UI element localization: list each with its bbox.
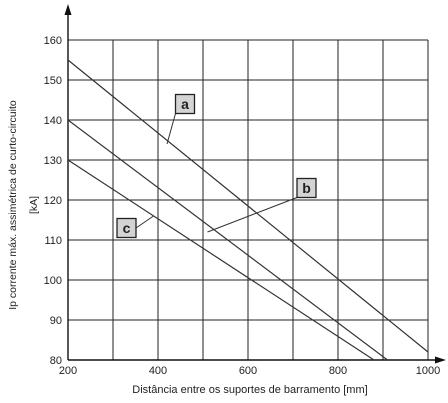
callout-leader-a	[166, 113, 176, 145]
axes	[64, 4, 446, 364]
x-tick-label: 1000	[416, 365, 440, 377]
y-tick-label: 140	[44, 115, 62, 127]
series-line-b	[67, 119, 388, 361]
callouts: a b c	[116, 93, 317, 239]
x-tick-label: 200	[59, 365, 77, 377]
y-tick-label: 90	[50, 315, 62, 327]
tick-labels: 200 400 600 800 1000 80 90 100 110 120 130 140 150 16…	[44, 35, 441, 377]
y-tick-label: 160	[44, 35, 62, 47]
callout-label-a: a	[181, 96, 189, 112]
y-tick-label: 100	[44, 275, 62, 287]
x-tick-label: 400	[149, 365, 167, 377]
y-tick-label: 150	[44, 75, 62, 87]
callout-box-b	[296, 177, 317, 199]
callout-box-c	[116, 217, 137, 239]
series-line-a	[67, 59, 429, 353]
callout-label-b: b	[302, 180, 311, 196]
y-axis-arrow	[64, 4, 72, 15]
x-axis-arrow	[435, 356, 446, 364]
callout-label-c: c	[123, 220, 131, 236]
y-tick-label: 110	[44, 235, 62, 247]
callout-box-a	[174, 93, 196, 115]
y-axis-label: Ip corrente máx. assimétrica de curto-ci…	[7, 100, 19, 310]
x-tick-label: 800	[329, 365, 347, 377]
series	[67, 59, 429, 361]
callout-leader-b	[207, 197, 298, 233]
y-tick-label: 80	[50, 355, 62, 367]
y-tick-label: 130	[44, 155, 62, 167]
series-line-c	[67, 159, 375, 361]
y-tick-label: 120	[44, 195, 62, 207]
y-axis-unit-label: [kA]	[28, 196, 40, 214]
callout-leader-c	[135, 215, 154, 229]
x-tick-label: 600	[239, 365, 257, 377]
grid	[68, 39, 429, 360]
x-axis-label: Distância entre os suportes de barrament…	[132, 384, 367, 396]
